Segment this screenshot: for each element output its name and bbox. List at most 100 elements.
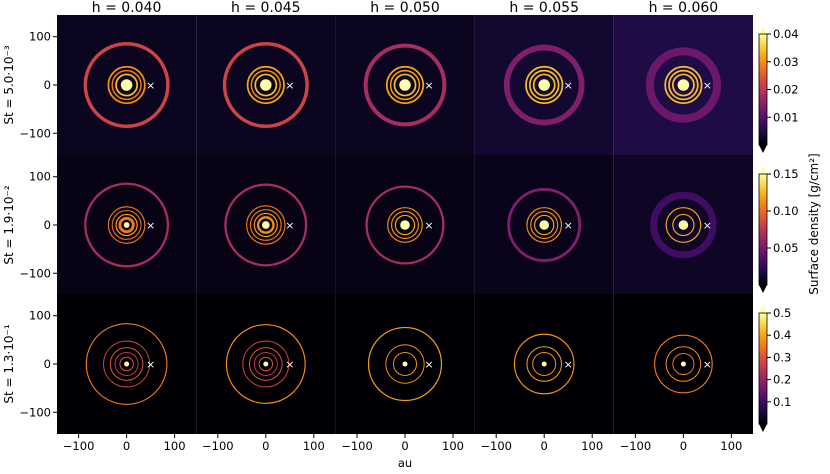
dust-ring — [390, 210, 420, 240]
disc-core — [680, 361, 686, 367]
x-tick-label: 100 — [442, 439, 464, 453]
dust-ring — [363, 43, 447, 127]
column-title: h = 0.050 — [370, 0, 440, 16]
dust-ring — [253, 212, 278, 238]
colorbar-extend-max — [759, 166, 767, 174]
x-axis-label: au — [398, 456, 412, 470]
disc-core — [399, 79, 411, 91]
planet-marker: × — [146, 358, 155, 371]
dust-ring — [532, 351, 557, 377]
colorbar-extend-min — [759, 145, 767, 153]
dust-ring — [507, 188, 582, 262]
dust-ring — [671, 73, 695, 97]
disc-core — [261, 221, 270, 229]
colorbar-tick-label: 0.03 — [773, 55, 799, 69]
dust-ring — [254, 73, 278, 97]
dust-ring — [246, 205, 286, 245]
panel-image: × — [224, 183, 308, 267]
x-tick-label: 0 — [680, 439, 687, 453]
disc-core — [123, 222, 130, 228]
column-title: h = 0.055 — [509, 0, 579, 16]
dust-ring — [664, 65, 703, 105]
x-tick-label: −100 — [63, 439, 95, 453]
dust-ring — [525, 65, 564, 105]
disc-core — [124, 361, 130, 367]
panel: × 100 0 −100 −100 0 100 — [19, 294, 197, 453]
panel-image: × — [363, 43, 447, 127]
x-tick-label: 100 — [581, 439, 603, 453]
planet-marker: × — [424, 219, 433, 232]
planet-marker: × — [285, 358, 294, 371]
dust-ring — [85, 323, 168, 405]
column-titles: h = 0.040 h = 0.045 h = 0.050 h = 0.055 h = … — [92, 0, 718, 16]
disc-core — [263, 361, 269, 367]
planet-marker: × — [703, 358, 712, 371]
y-tick-label: 0 — [44, 218, 51, 232]
panel: × −100 0 100 — [196, 294, 336, 453]
colorbar-tick-label: 0.2 — [773, 373, 791, 387]
disc-core — [677, 79, 690, 91]
panel: × — [335, 155, 475, 295]
panel-image: × — [83, 41, 170, 129]
colorbar-tick-label: 0.1 — [773, 395, 791, 409]
dust-ring — [530, 210, 559, 240]
dust-ring — [115, 73, 139, 97]
colorbar-extend-max — [759, 26, 767, 34]
planet-marker: × — [564, 219, 573, 232]
disc-core — [402, 361, 408, 367]
row-labels: St = 5.0·10⁻³ St = 1.9·10⁻² St = 1.3·10⁻¹ — [2, 45, 16, 404]
panel-image: × — [225, 324, 306, 404]
dust-ring — [394, 214, 416, 236]
x-tick-label: 0 — [401, 439, 408, 453]
y-tick-label: 100 — [29, 30, 51, 44]
panel-image: × — [365, 185, 445, 265]
dust-ring — [248, 347, 283, 381]
colorbar-tick-label: 0.05 — [773, 241, 799, 255]
dust-ring — [645, 47, 722, 123]
x-tick-label: 100 — [164, 439, 186, 453]
dust-ring — [534, 214, 555, 236]
x-tick-label: −100 — [480, 439, 512, 453]
disc-core — [400, 220, 410, 230]
colorbar-tick-label: 0.01 — [773, 110, 799, 124]
colorbar-tick-label: 0.4 — [773, 328, 791, 342]
dust-ring — [258, 356, 274, 372]
colorbar-tick-label: 0.5 — [773, 306, 791, 320]
dust-ring — [668, 69, 699, 101]
column-title: h = 0.060 — [649, 0, 719, 16]
dust-ring — [118, 216, 135, 234]
dust-ring — [115, 213, 138, 237]
planet-marker: × — [146, 219, 155, 232]
dust-ring — [532, 73, 556, 97]
dust-ring — [672, 352, 695, 376]
dust-ring — [249, 209, 282, 241]
dust-ring — [385, 344, 425, 384]
dust-ring — [222, 41, 309, 129]
dust-ring — [103, 340, 151, 388]
colorbar: 0.01 0.02 0.03 0.04 — [758, 26, 799, 153]
colorbar-tick-label: 0.04 — [773, 27, 799, 41]
row-label: St = 5.0·10⁻³ — [2, 45, 16, 125]
panel: × — [196, 155, 336, 295]
colorbar-gradient — [759, 34, 767, 145]
panel: × — [474, 155, 614, 295]
dust-ring — [119, 356, 134, 372]
panel: × — [613, 155, 753, 295]
planet-marker: × — [424, 79, 433, 92]
dust-ring — [654, 334, 713, 394]
x-tick-label: −100 — [202, 439, 234, 453]
planet-marker: × — [703, 219, 712, 232]
dust-ring — [107, 206, 146, 244]
x-tick-label: 0 — [262, 439, 269, 453]
x-tick-label: 100 — [720, 439, 742, 453]
y-tick-label: 0 — [44, 78, 51, 92]
panel: × 100 0 −100 — [19, 15, 197, 155]
dust-ring — [225, 324, 306, 404]
panel: × −100 0 100 — [613, 294, 753, 453]
colorbars: 0.01 0.02 0.03 0.04 0.05 0.10 0.15 0.1 0.2 0.3 0.4… — [758, 26, 799, 432]
colorbar-tick-label: 0.3 — [773, 350, 791, 364]
panel: × — [335, 15, 475, 155]
colorbar-label: Surface density [g/cm²] — [807, 153, 821, 294]
row-label: St = 1.3·10⁻¹ — [2, 324, 16, 404]
